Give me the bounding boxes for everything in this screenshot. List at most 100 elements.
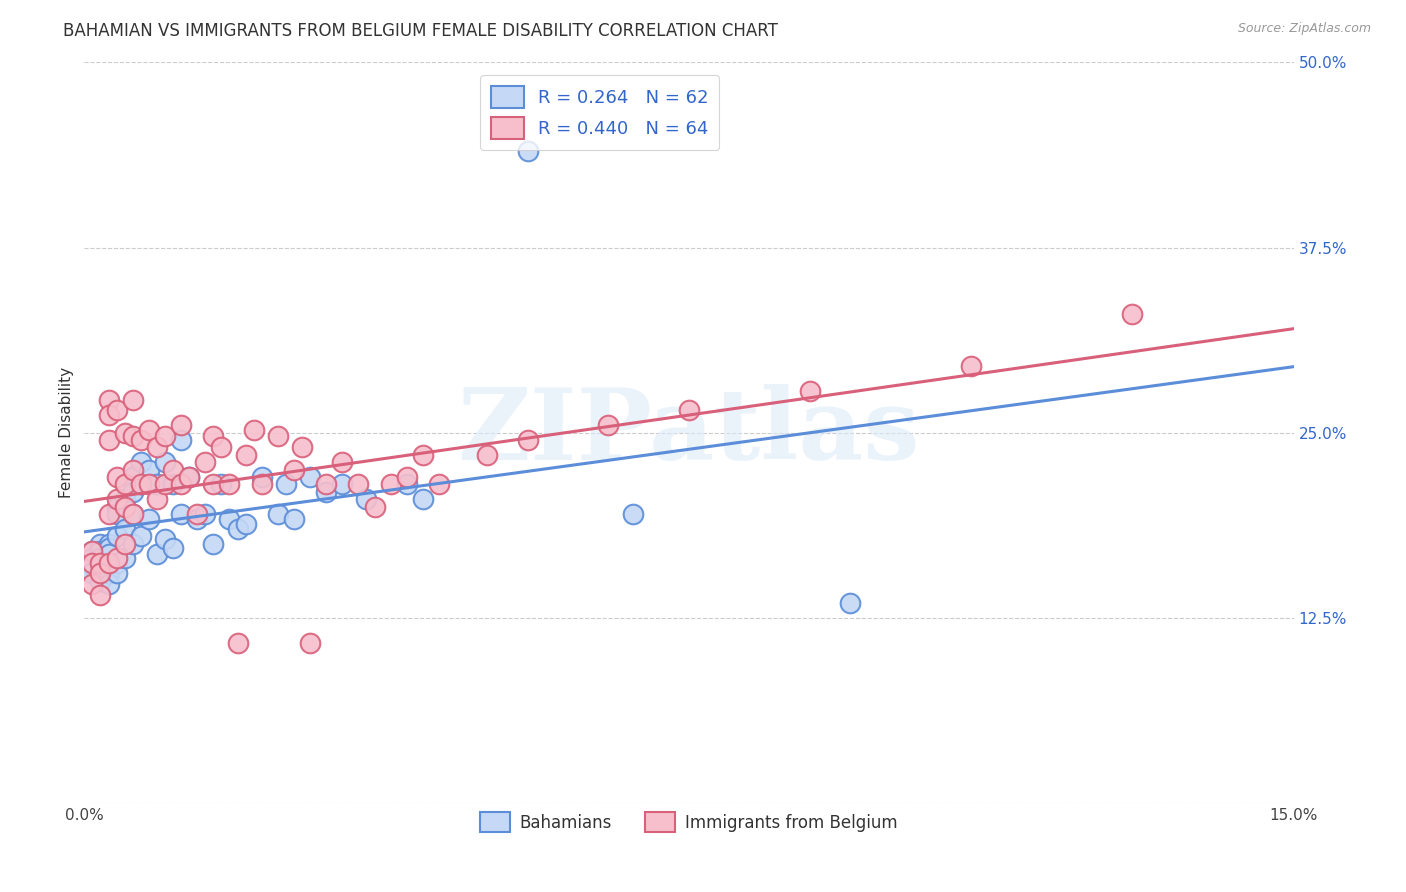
Point [186, 507, 208, 521]
Point [121, 507, 143, 521]
Point [347, 477, 370, 491]
Point [121, 484, 143, 499]
Point [97, 556, 120, 570]
Point [82, 566, 104, 581]
Point [89, 551, 111, 566]
Point [153, 533, 176, 547]
Point [97, 408, 120, 422]
Point [114, 425, 136, 440]
Point [598, 418, 620, 433]
Point [97, 576, 120, 591]
Point [105, 492, 128, 507]
Point [105, 556, 128, 570]
Point [82, 556, 104, 570]
Point [363, 500, 385, 514]
Point [82, 558, 104, 573]
Point [105, 529, 128, 543]
Point [202, 477, 225, 491]
Point [330, 477, 353, 491]
Point [477, 448, 499, 462]
Point [114, 551, 136, 566]
Point [89, 556, 111, 570]
Point [235, 517, 257, 532]
Point [89, 566, 111, 581]
Point [89, 544, 111, 558]
Point [82, 551, 104, 566]
Point [89, 562, 111, 576]
Point [427, 477, 450, 491]
Point [162, 477, 184, 491]
Point [97, 558, 120, 573]
Point [114, 536, 136, 550]
Point [89, 574, 111, 588]
Point [162, 541, 184, 555]
Point [114, 522, 136, 536]
Point [380, 477, 402, 491]
Point [170, 507, 193, 521]
Point [153, 455, 176, 469]
Point [678, 403, 700, 417]
Point [299, 636, 322, 650]
Point [235, 448, 257, 462]
Point [129, 477, 152, 491]
Point [170, 433, 193, 447]
Point [82, 576, 104, 591]
Text: ZIPatlas: ZIPatlas [458, 384, 920, 481]
Point [162, 462, 184, 476]
Point [291, 441, 314, 455]
Point [89, 589, 111, 603]
Point [356, 492, 378, 507]
Point [114, 477, 136, 491]
Point [516, 145, 538, 159]
Point [105, 403, 128, 417]
Point [138, 462, 160, 476]
Point [170, 477, 193, 491]
Point [202, 536, 225, 550]
Point [186, 511, 208, 525]
Point [395, 477, 418, 491]
Point [97, 507, 120, 521]
Point [209, 477, 232, 491]
Point [250, 470, 273, 484]
Point [179, 470, 201, 484]
Y-axis label: Female Disability: Female Disability [59, 367, 75, 499]
Point [209, 441, 232, 455]
Point [153, 428, 176, 442]
Point [105, 551, 128, 566]
Point [226, 522, 249, 536]
Point [146, 492, 169, 507]
Point [146, 441, 169, 455]
Point [395, 470, 418, 484]
Point [194, 455, 217, 469]
Point [315, 484, 337, 499]
Point [274, 477, 297, 491]
Point [121, 392, 143, 407]
Point [299, 470, 322, 484]
Point [138, 511, 160, 525]
Point [138, 423, 160, 437]
Point [202, 428, 225, 442]
Point [105, 500, 128, 514]
Point [114, 477, 136, 491]
Point [129, 433, 152, 447]
Point [121, 470, 143, 484]
Point [412, 448, 434, 462]
Point [146, 547, 169, 561]
Point [89, 536, 111, 550]
Point [194, 507, 217, 521]
Point [516, 433, 538, 447]
Point [839, 596, 862, 610]
Point [283, 462, 305, 476]
Point [960, 359, 983, 373]
Point [82, 544, 104, 558]
Point [121, 536, 143, 550]
Point [129, 529, 152, 543]
Point [114, 492, 136, 507]
Point [129, 455, 152, 469]
Legend: Bahamians, Immigrants from Belgium: Bahamians, Immigrants from Belgium [472, 805, 905, 838]
Point [97, 433, 120, 447]
Point [267, 507, 290, 521]
Point [218, 477, 240, 491]
Point [170, 418, 193, 433]
Point [315, 477, 337, 491]
